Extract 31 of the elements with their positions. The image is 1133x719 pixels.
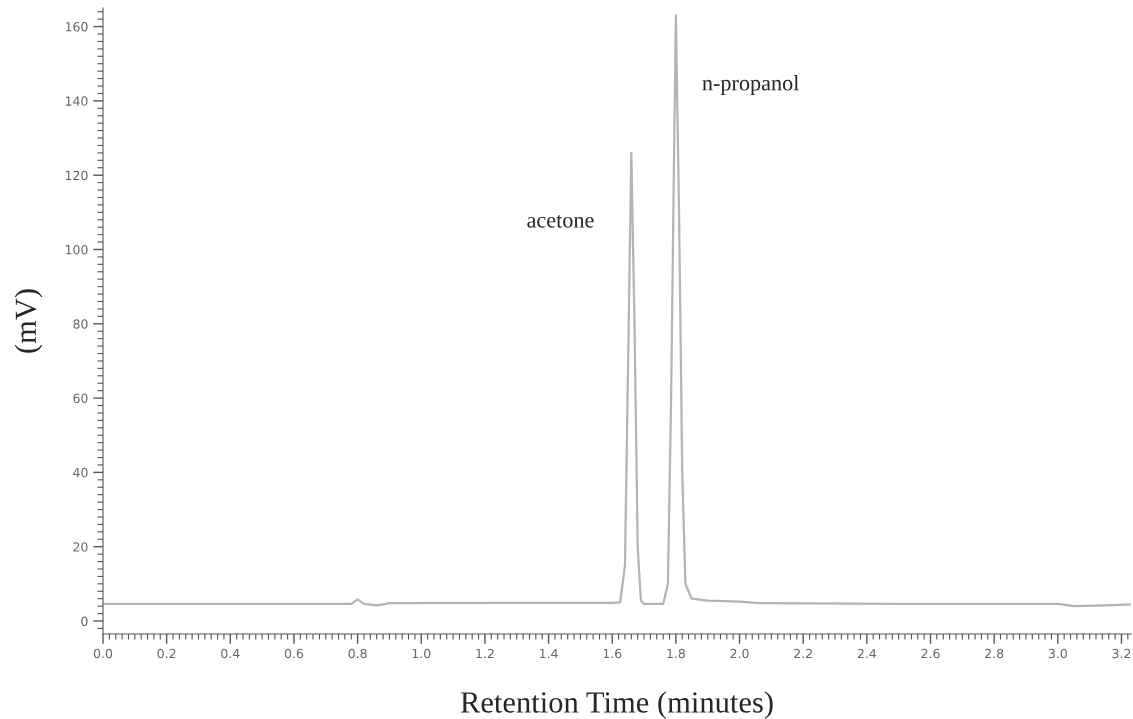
x-axis-title: Retention Time (minutes) [460,691,773,719]
y-tick-label: 120 [65,170,88,181]
x-tick-label: 0.4 [221,648,240,659]
x-tick-label: 3.2 [1112,648,1131,659]
annotation: acetone [527,214,594,228]
y-axis-title: (mV) [14,289,43,353]
x-tick-label: 1.6 [603,648,622,659]
x-tick-label: 0.2 [157,648,176,659]
x-tick-label: 2.4 [857,648,877,659]
y-tick-label: 160 [65,22,88,32]
y-tick-label: 40 [73,467,88,478]
x-tick-label: 1.8 [667,648,685,659]
x-tick-label: 1.0 [412,648,431,659]
x-tick-label: 2.8 [985,648,1004,659]
y-tick-label: 60 [73,393,88,404]
x-tick-label: 3.0 [1048,648,1067,659]
x-tick-label: 2.6 [921,648,940,659]
x-tick-label: 1.2 [476,648,494,659]
y-tick-label: 80 [73,319,88,329]
x-tick-label: 0.6 [284,648,304,659]
x-tick-label: 2.0 [730,648,749,659]
x-tick-label: 1.4 [540,648,558,659]
x-tick-label: 0.0 [93,648,113,659]
annotation: n-propanol [702,74,799,96]
y-tick-label: 0 [81,616,88,626]
y-tick-label: 140 [65,96,88,106]
x-tick-label: 0.8 [348,648,367,659]
y-tick-label: 20 [73,542,88,552]
y-tick-label: 100 [65,244,88,255]
line-series [103,14,1131,608]
x-tick-label: 2.2 [794,648,812,659]
